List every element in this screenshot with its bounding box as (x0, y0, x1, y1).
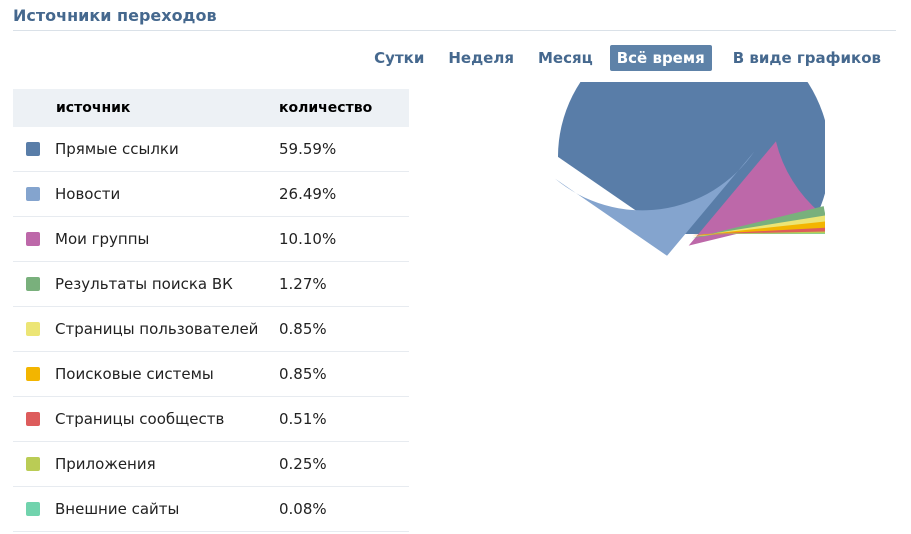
legend-swatch (26, 502, 40, 516)
page-title: Источники переходов (13, 6, 217, 25)
table-row: Новости 26.49% (13, 172, 409, 217)
table-row: Приложения 0.25% (13, 442, 409, 487)
period-tabs: Сутки Неделя Месяц Всё время В виде граф… (367, 45, 888, 71)
table-row: Мои группы 10.10% (13, 217, 409, 262)
legend-swatch (26, 232, 40, 246)
tab-as-graphs[interactable]: В виде графиков (732, 49, 881, 67)
legend-swatch (26, 412, 40, 426)
pie-slice (691, 206, 825, 239)
table-row: Поисковые системы 0.85% (13, 352, 409, 397)
source-percentage: 59.59% (279, 140, 337, 158)
source-percentage: 0.51% (279, 410, 327, 428)
table-row: Результаты поиска ВК 1.27% (13, 262, 409, 307)
sources-table: источник количество Прямые ссылки 59.59% Н… (13, 89, 409, 532)
legend-swatch (26, 142, 40, 156)
table-row: Страницы пользователей 0.85% (13, 307, 409, 352)
pie-chart (555, 82, 825, 256)
source-percentage: 0.85% (279, 320, 327, 338)
source-name: Страницы сообществ (55, 410, 225, 428)
source-name: Приложения (55, 455, 156, 473)
source-name: Прямые ссылки (55, 140, 179, 158)
table-row: Страницы сообществ 0.51% (13, 397, 409, 442)
table-row: Прямые ссылки 59.59% (13, 127, 409, 172)
source-percentage: 26.49% (279, 185, 337, 203)
source-name: Новости (55, 185, 121, 203)
source-name: Результаты поиска ВК (55, 275, 233, 293)
tab-all-time[interactable]: Всё время (609, 45, 712, 71)
pie-slice (692, 233, 825, 235)
source-name: Поисковые системы (55, 365, 214, 383)
source-percentage: 0.25% (279, 455, 327, 473)
tab-week[interactable]: Неделя (448, 49, 514, 67)
source-percentage: 1.27% (279, 275, 327, 293)
table-row: Внешние сайты 0.08% (13, 487, 409, 532)
source-name: Внешние сайты (55, 500, 180, 518)
pie-slice (555, 151, 755, 256)
source-percentage: 10.10% (279, 230, 337, 248)
source-name: Страницы пользователей (55, 320, 259, 338)
table-header: источник количество (13, 89, 409, 127)
source-name: Мои группы (55, 230, 150, 248)
legend-swatch (26, 367, 40, 381)
column-header-source: источник (56, 100, 131, 116)
title-divider (13, 30, 896, 31)
legend-swatch (26, 457, 40, 471)
legend-swatch (26, 187, 40, 201)
source-percentage: 0.08% (279, 500, 327, 518)
source-percentage: 0.85% (279, 365, 327, 383)
column-header-count: количество (279, 100, 373, 116)
legend-swatch (26, 277, 40, 291)
tab-day[interactable]: Сутки (374, 49, 425, 67)
legend-swatch (26, 322, 40, 336)
tab-month[interactable]: Месяц (537, 49, 593, 67)
pie-slice (691, 227, 825, 235)
